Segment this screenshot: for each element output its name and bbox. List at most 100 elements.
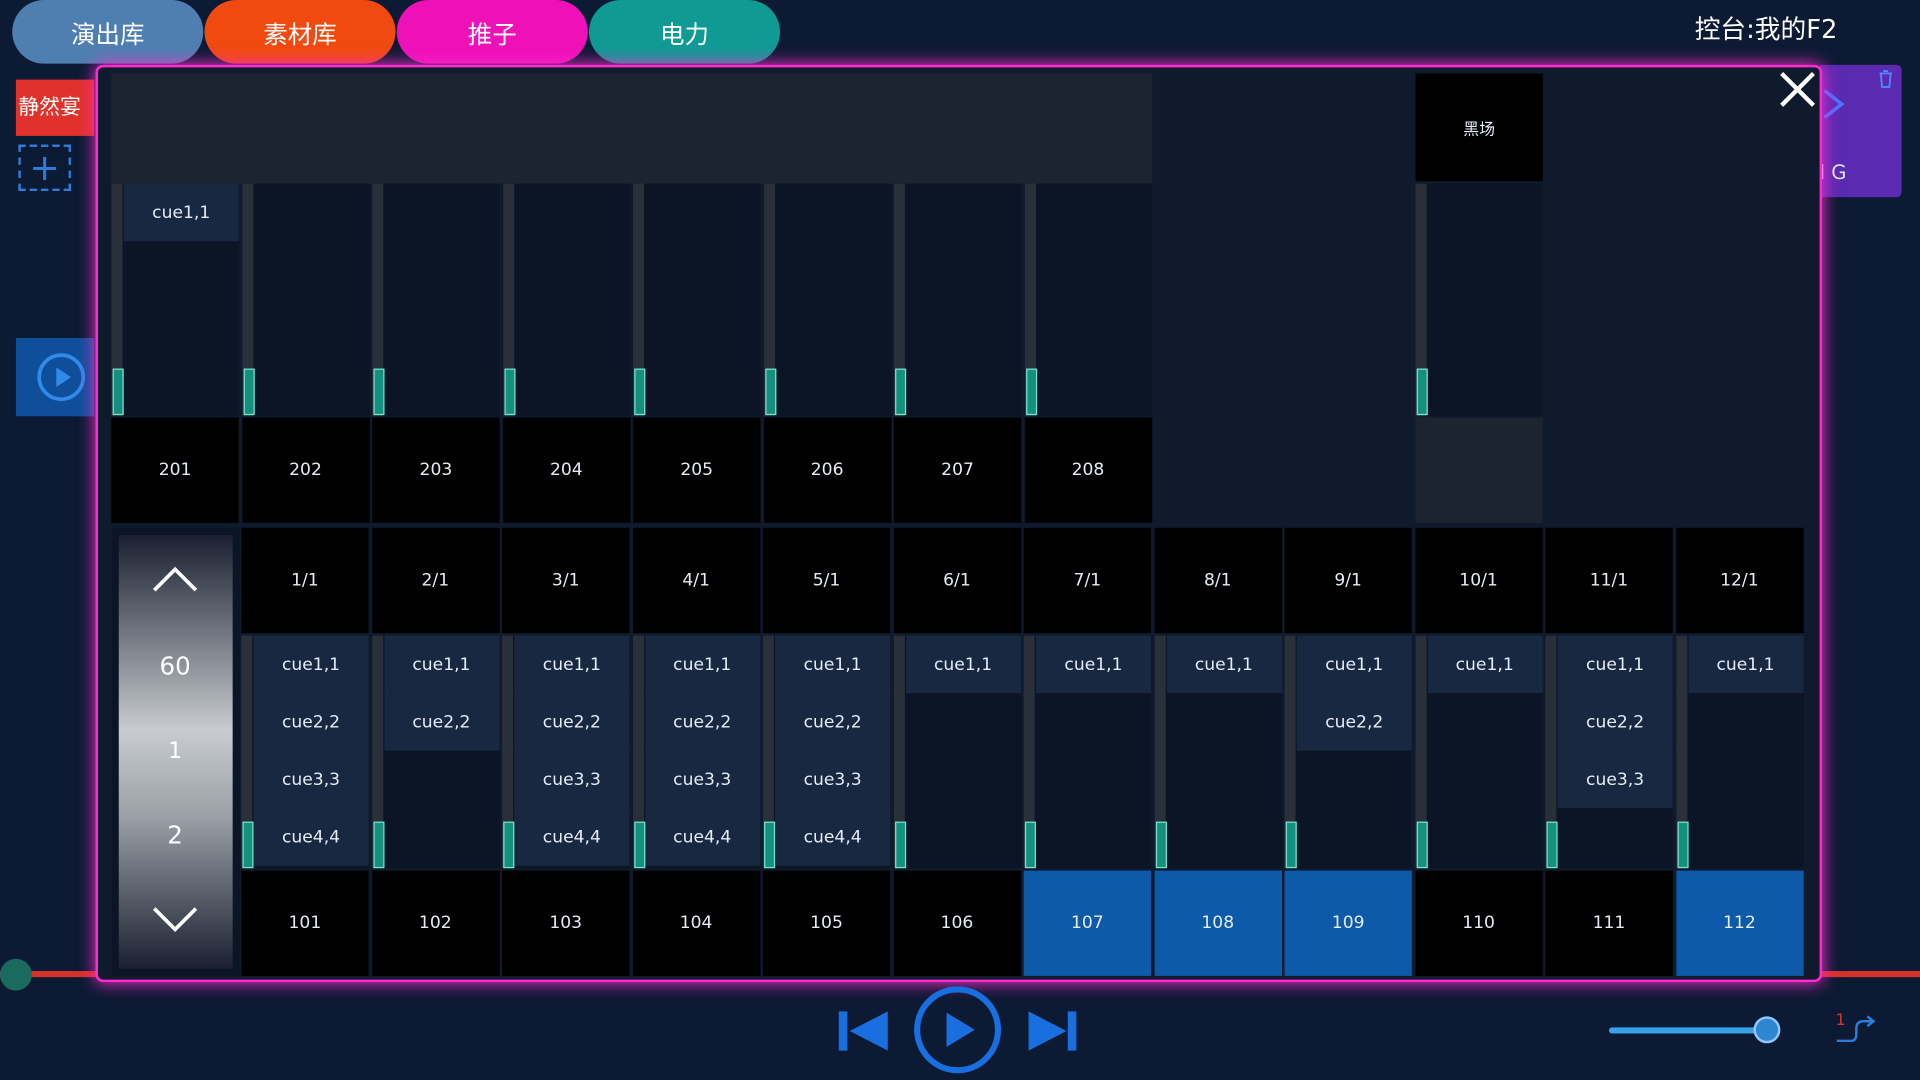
cue-cell[interactable]: cue1,1 [1296, 635, 1412, 694]
play-tile[interactable] [15, 337, 95, 417]
fader-label[interactable]: 204 [502, 417, 631, 523]
cue-cell[interactable]: cue1,1 [253, 635, 369, 694]
cue-cell[interactable]: cue1,1 [905, 635, 1021, 694]
fader-knob[interactable] [1285, 821, 1297, 869]
fader-label[interactable]: 109 [1284, 870, 1412, 976]
cue-cell[interactable]: cue1,1 [644, 635, 760, 694]
fader-knob[interactable] [503, 821, 515, 869]
timeline-knob[interactable] [0, 958, 32, 991]
fader-header[interactable]: 2/1 [371, 527, 499, 634]
cue-cell[interactable]: cue2,2 [514, 693, 630, 751]
scene-card[interactable]: l G [1819, 64, 1902, 198]
fader-knob[interactable] [503, 368, 515, 416]
fader-knob[interactable] [1546, 821, 1558, 869]
scroll-arrow[interactable] [147, 563, 203, 595]
fader-label[interactable]: 101 [241, 870, 369, 976]
cue-cell[interactable]: cue3,3 [775, 750, 891, 809]
cue-cell[interactable]: cue4,4 [253, 808, 369, 866]
fader-knob[interactable] [1025, 368, 1037, 416]
loop-icon[interactable] [1832, 1014, 1881, 1048]
fader-label[interactable]: 112 [1675, 870, 1804, 976]
fader-knob[interactable] [1155, 821, 1167, 869]
fader-knob[interactable] [895, 368, 907, 416]
trash-icon[interactable] [1876, 67, 1896, 89]
fader-knob[interactable] [112, 368, 124, 416]
fader-knob[interactable] [243, 368, 255, 416]
scroll-arrow[interactable] [147, 904, 203, 936]
fader-label[interactable]: 106 [893, 870, 1021, 976]
fader-header[interactable]: 7/1 [1023, 527, 1152, 634]
scroll-value[interactable]: 60 [159, 651, 191, 681]
fader-header[interactable]: 12/1 [1675, 527, 1804, 634]
tab[interactable]: 演出库 [12, 0, 204, 64]
cue-cell[interactable]: cue4,4 [514, 808, 630, 866]
add-button[interactable]: + [18, 144, 72, 192]
cue-cell[interactable]: cue2,2 [644, 693, 760, 751]
scroll-value[interactable]: 1 [168, 737, 183, 764]
fader-title[interactable]: 黑场 [1415, 73, 1543, 182]
cue-cell[interactable]: cue1,1 [1557, 635, 1673, 694]
fader-header[interactable]: 10/1 [1414, 527, 1543, 634]
volume-slider[interactable] [1608, 1027, 1769, 1034]
cue-cell[interactable]: cue3,3 [514, 750, 630, 809]
cue-cell[interactable]: cue1,1 [514, 635, 630, 694]
fader-label[interactable]: 205 [633, 417, 761, 523]
fader-knob[interactable] [242, 821, 254, 869]
scene-button[interactable]: 静然宴 [15, 79, 95, 136]
fader-header[interactable]: 6/1 [893, 527, 1021, 634]
fader-header[interactable]: 5/1 [762, 527, 891, 634]
fader-knob[interactable] [1676, 821, 1688, 869]
cue-cell[interactable]: cue1,1 [123, 183, 239, 242]
fader-header[interactable]: 11/1 [1545, 527, 1673, 634]
fader-label[interactable]: 105 [762, 870, 891, 976]
fader-knob[interactable] [373, 368, 385, 416]
cue-cell[interactable]: cue1,1 [1427, 635, 1543, 694]
cue-cell[interactable]: cue3,3 [253, 750, 369, 809]
scroll-panel[interactable] [118, 535, 233, 969]
cue-cell[interactable]: cue3,3 [644, 750, 760, 809]
fader-label[interactable]: 202 [241, 417, 370, 523]
cue-cell[interactable]: cue1,1 [383, 635, 499, 694]
tab[interactable]: 推子 [396, 0, 588, 64]
fader-header[interactable]: 9/1 [1284, 527, 1412, 634]
fader-header[interactable]: 1/1 [241, 527, 369, 634]
cue-cell[interactable]: cue2,2 [383, 693, 499, 751]
tab[interactable]: 素材库 [204, 0, 396, 64]
fader-label[interactable]: 111 [1545, 870, 1673, 976]
fader-label[interactable]: 108 [1154, 870, 1282, 976]
fader-label[interactable]: 104 [632, 870, 760, 976]
fader-header[interactable]: 4/1 [632, 527, 760, 634]
fader-label[interactable]: 207 [893, 417, 1022, 523]
fader-label[interactable]: 110 [1414, 870, 1543, 976]
cue-cell[interactable]: cue2,2 [1557, 693, 1673, 751]
fader-label[interactable]: 201 [111, 417, 239, 523]
cue-cell[interactable]: cue2,2 [253, 693, 369, 751]
fader-knob[interactable] [1416, 821, 1428, 869]
fader-label[interactable]: 203 [372, 417, 500, 523]
fader-knob[interactable] [372, 821, 384, 869]
tab[interactable]: 电力 [588, 0, 781, 64]
cue-cell[interactable]: cue1,1 [1687, 635, 1804, 694]
fader-header[interactable]: 8/1 [1154, 527, 1282, 634]
fader-label[interactable]: 103 [502, 870, 630, 976]
close-button[interactable] [1776, 67, 1820, 111]
fader-label[interactable]: 107 [1023, 870, 1152, 976]
fader-label[interactable]: 208 [1024, 417, 1152, 523]
play-button[interactable] [914, 986, 1002, 1074]
cue-cell[interactable]: cue3,3 [1557, 750, 1673, 809]
fader-knob[interactable] [764, 368, 776, 416]
cue-cell[interactable]: cue1,1 [775, 635, 891, 694]
fader-label[interactable]: 206 [763, 417, 891, 523]
cue-cell[interactable]: cue2,2 [775, 693, 891, 751]
fader-knob[interactable] [1024, 821, 1036, 869]
fader-knob[interactable] [1416, 368, 1428, 416]
fader-knob[interactable] [894, 821, 906, 869]
fader-header[interactable]: 3/1 [502, 527, 630, 634]
scroll-value[interactable]: 2 [167, 820, 183, 850]
cue-cell[interactable]: cue4,4 [644, 808, 760, 866]
fader-knob[interactable] [764, 821, 776, 869]
fader-knob[interactable] [633, 821, 645, 869]
fader-label[interactable]: 102 [371, 870, 499, 976]
volume-knob[interactable] [1753, 1016, 1781, 1044]
prev-button[interactable] [838, 1011, 888, 1051]
